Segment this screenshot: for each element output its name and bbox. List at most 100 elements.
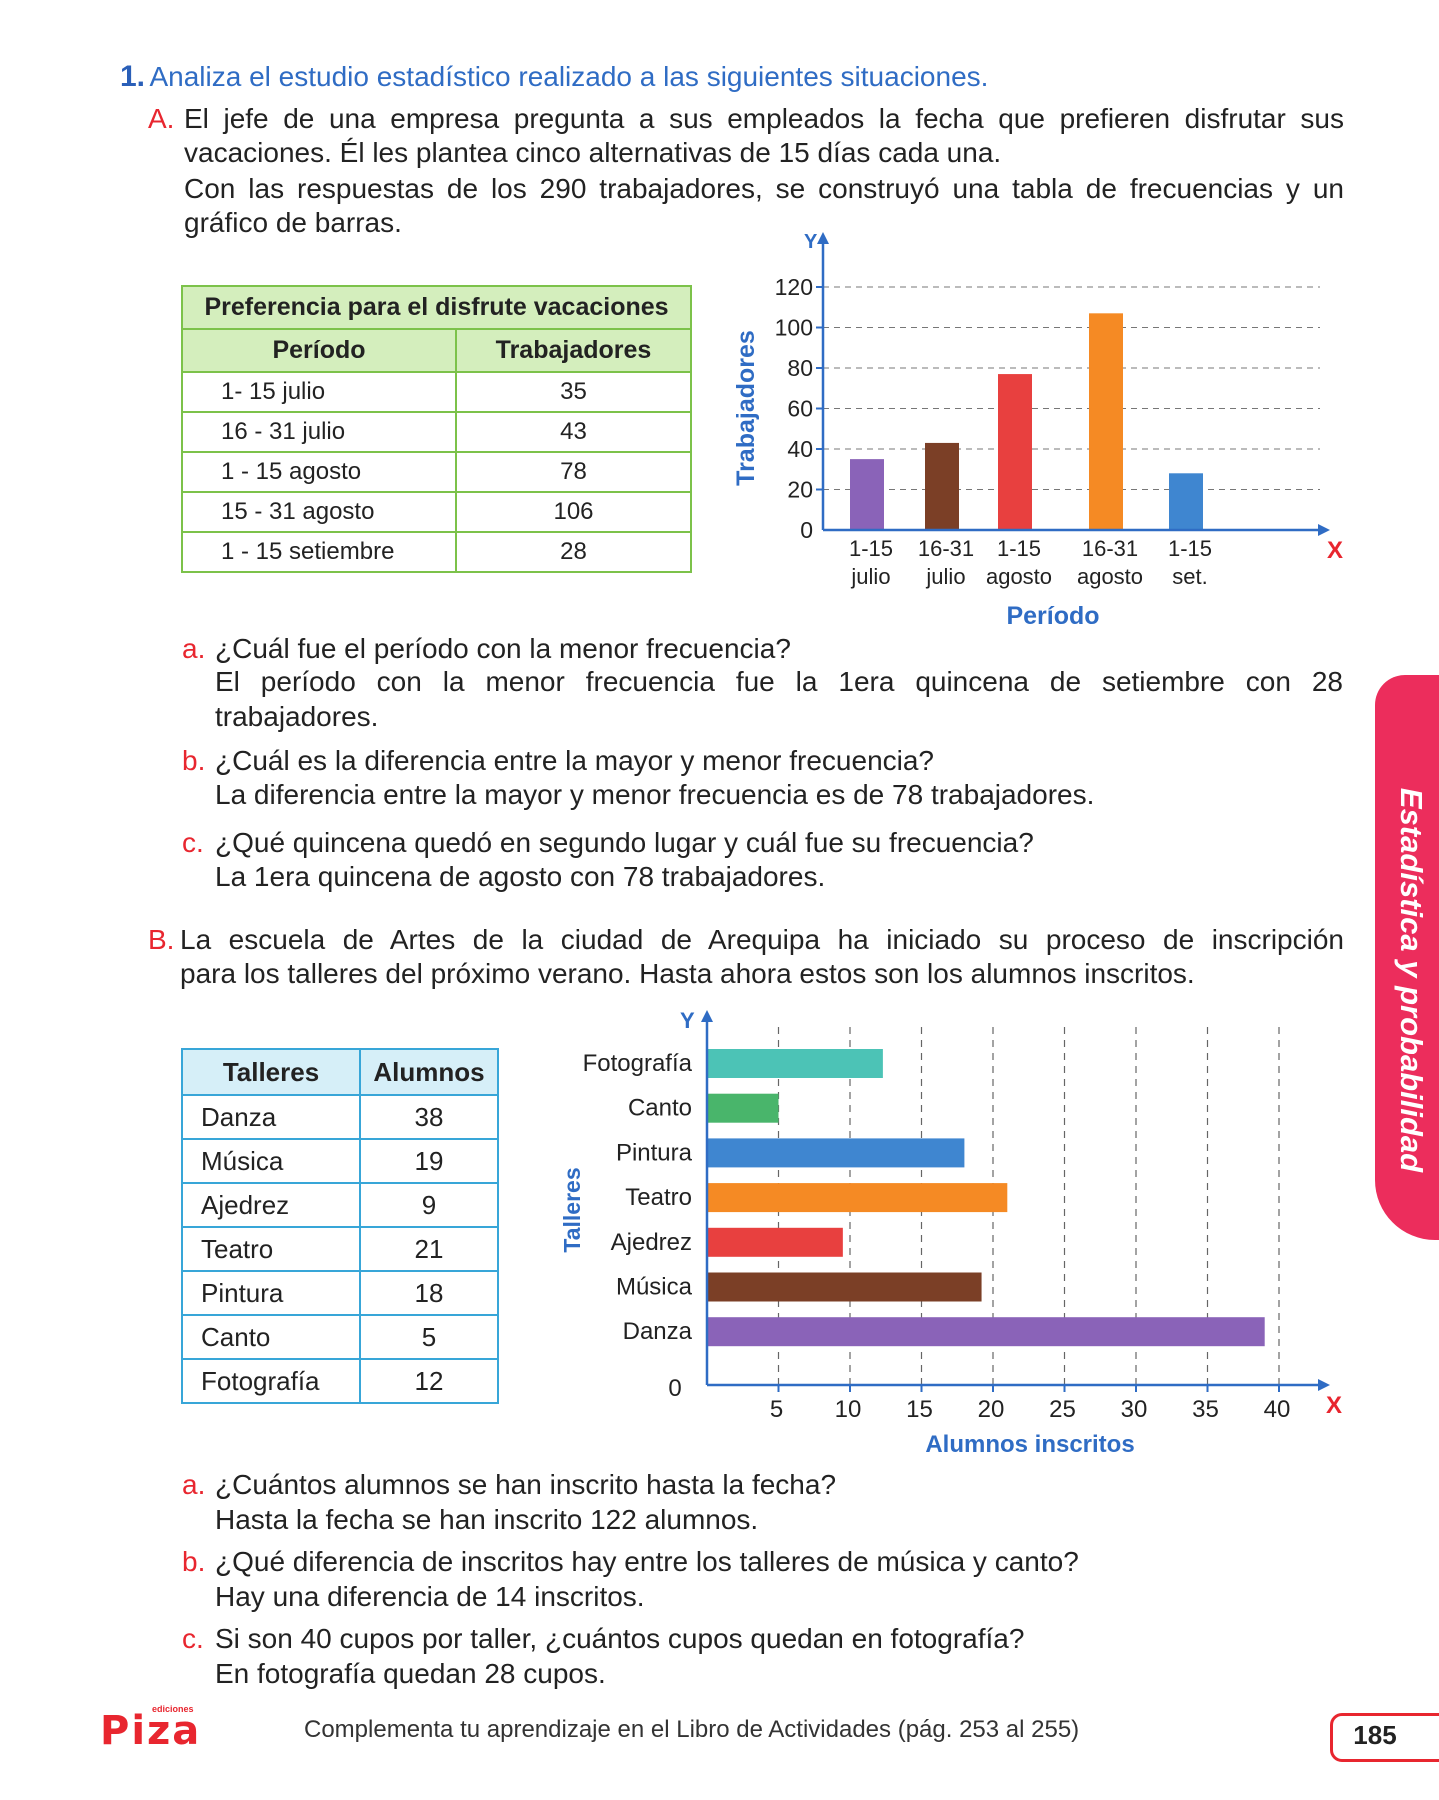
exercise-instruction: Analiza el estudio estadístico realizado… — [149, 61, 989, 92]
x-axis-letter: X — [1327, 537, 1343, 564]
x-tick-label: 16-31 — [1082, 536, 1138, 561]
x-tick-label: 25 — [1049, 1396, 1076, 1423]
x-axis-title: Período — [1006, 602, 1099, 628]
bar — [707, 1272, 982, 1302]
section-a-line3: Con las respuestas de los 290 trabajador… — [184, 173, 1344, 204]
table-row: 16 - 31 julio 43 — [181, 411, 692, 453]
x-tick-labels: 5 10 15 20 25 30 35 40 — [770, 1396, 1291, 1423]
logo-small-text: ediciones — [152, 1704, 194, 1714]
table-row: Música 19 — [181, 1138, 499, 1184]
category-label: Música — [616, 1274, 693, 1301]
chart-bars — [850, 313, 1203, 530]
bar — [707, 1227, 843, 1257]
y-axis-title: Talleres — [559, 1167, 585, 1252]
period-cell: 1- 15 julio — [181, 371, 457, 413]
period-cell: 1 - 15 setiembre — [181, 531, 457, 573]
workers-cell: 43 — [455, 411, 692, 453]
y-tick-label: 40 — [787, 436, 813, 462]
qa-c-letter: c. — [182, 1623, 204, 1654]
x-tick-label: 1-15 — [1168, 536, 1212, 561]
category-label: Canto — [628, 1095, 692, 1122]
category-label: Danza — [623, 1318, 693, 1345]
exercise-heading: 1. Analiza el estudio estadístico realiz… — [120, 60, 988, 94]
category-label: Ajedrez — [611, 1229, 692, 1256]
x-tick-label: 1-15 — [997, 536, 1041, 561]
workshops-table-header-name: Talleres — [181, 1048, 361, 1096]
page-number: 185 — [1353, 1720, 1397, 1750]
table-row: 1 - 15 setiembre 28 — [181, 531, 692, 573]
qa-c-question: ¿Qué quincena quedó en segundo lugar y c… — [215, 827, 1034, 858]
x-tick-label: 20 — [978, 1396, 1005, 1423]
bar — [1089, 313, 1123, 530]
publisher-logo: ediciones Piza — [100, 1704, 210, 1754]
bar — [707, 1183, 1008, 1213]
x-tick-label: 35 — [1192, 1396, 1219, 1423]
bar — [1169, 473, 1203, 530]
x-tick-label: agosto — [1077, 564, 1143, 589]
qa-c-answer: La 1era quincena de agosto con 78 trabaj… — [215, 861, 826, 892]
bar — [707, 1138, 965, 1168]
origin-label: 0 — [668, 1375, 681, 1402]
section-a-line1: El jefe de una empresa pregunta a sus em… — [184, 103, 1344, 134]
workshop-cell: Fotografía — [181, 1358, 361, 1404]
qa-b-letter: b. — [182, 745, 206, 776]
qa-a-answer: El período con la menor frecuencia fue l… — [215, 666, 1343, 697]
x-tick-label: julio — [925, 564, 965, 589]
section-b-line1: La escuela de Artes de la ciudad de Areq… — [180, 924, 1344, 955]
side-tab-label-wrap: Estadística y probabilidad — [1383, 775, 1439, 1185]
qa-a-answer: Hasta la fecha se han inscrito 122 alumn… — [215, 1504, 759, 1535]
table-row: Ajedrez 9 — [181, 1182, 499, 1228]
side-tab — [1375, 675, 1439, 1240]
x-tick-label: 30 — [1121, 1396, 1148, 1423]
x-tick-label: 10 — [835, 1396, 862, 1423]
table-row: 15 - 31 agosto 106 — [181, 491, 692, 533]
qa-b-question: ¿Qué diferencia de inscritos hay entre l… — [215, 1546, 1079, 1577]
x-tick-label: julio — [850, 564, 890, 589]
bar — [925, 442, 959, 530]
vacation-table-header-period: Período — [181, 328, 457, 373]
logo-text: Piza — [100, 1708, 202, 1754]
students-cell: 21 — [359, 1226, 499, 1272]
vacation-bar-chart: 0 20 40 60 80 100 120 1-15 julio 16-31 julio 1-15 a… — [732, 231, 1343, 628]
x-axis-arrow-icon — [1318, 1379, 1330, 1391]
vacation-table: Preferencia para el disfrute vacaciones … — [181, 285, 692, 573]
x-tick-label: 5 — [770, 1396, 783, 1423]
workers-cell: 106 — [455, 491, 692, 533]
table-row: Canto 5 — [181, 1314, 499, 1360]
y-axis-title: Trabajadores — [732, 330, 760, 486]
exercise-number: 1. — [120, 60, 146, 93]
x-axis-arrow-icon — [1318, 524, 1330, 536]
y-tick-label: 120 — [775, 274, 813, 300]
qa-b-question: ¿Cuál es la diferencia entre la mayor y … — [215, 745, 935, 776]
table-row: Teatro 21 — [181, 1226, 499, 1272]
students-cell: 12 — [359, 1358, 499, 1404]
workshops-table: Talleres Alumnos Danza 38 Música 19 Ajedre… — [181, 1048, 499, 1404]
qa-a-letter: a. — [182, 633, 206, 664]
y-tick-label: 100 — [775, 315, 813, 341]
workshop-cell: Ajedrez — [181, 1182, 361, 1228]
workshop-cell: Canto — [181, 1314, 361, 1360]
qa-b-letter: b. — [182, 1546, 206, 1577]
qa-a-question: ¿Cuál fue el período con la menor frecue… — [215, 633, 791, 664]
qa-c-answer: En fotografía quedan 28 cupos. — [215, 1658, 606, 1689]
period-cell: 1 - 15 agosto — [181, 451, 457, 493]
workshop-cell: Teatro — [181, 1226, 361, 1272]
y-axis-letter: Y — [680, 1008, 695, 1033]
section-a-line2: vacaciones. Él les plantea cinco alterna… — [184, 137, 1002, 168]
workshop-cell: Danza — [181, 1094, 361, 1140]
bar — [707, 1093, 779, 1123]
bar — [707, 1317, 1265, 1347]
category-labels: Fotografía Canto Pintura Teatro Ajedrez Músic… — [583, 1050, 693, 1345]
table-row: 1 - 15 agosto 78 — [181, 451, 692, 493]
footer-text: Complementa tu aprendizaje en el Libro d… — [304, 1716, 1080, 1743]
qa-a-letter: a. — [182, 1469, 206, 1500]
x-tick-label: 15 — [906, 1396, 933, 1423]
table-row: Danza 38 — [181, 1094, 499, 1140]
side-tab-label: Estadística y probabilidad — [1394, 787, 1429, 1173]
x-tick-label: 1-15 — [849, 536, 893, 561]
chart-grid — [816, 286, 1320, 491]
bar — [707, 1049, 883, 1078]
qa-b-answer: La diferencia entre la mayor y menor fre… — [215, 779, 1095, 810]
x-tick-label: 40 — [1264, 1396, 1291, 1423]
qa-a-answer-cont: trabajadores. — [215, 701, 379, 732]
